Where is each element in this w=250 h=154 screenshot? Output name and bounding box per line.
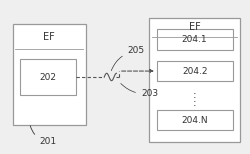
Text: 204.2: 204.2 <box>182 67 208 76</box>
Text: 203: 203 <box>121 83 158 98</box>
FancyBboxPatch shape <box>20 59 76 95</box>
Text: EF: EF <box>189 22 200 32</box>
Text: 205: 205 <box>111 46 144 71</box>
FancyBboxPatch shape <box>157 61 232 81</box>
Text: 204.N: 204.N <box>181 116 208 125</box>
Text: 204.1: 204.1 <box>182 35 208 44</box>
FancyBboxPatch shape <box>157 30 232 50</box>
FancyBboxPatch shape <box>150 18 240 142</box>
Text: EF: EF <box>43 32 55 42</box>
FancyBboxPatch shape <box>157 110 232 130</box>
Text: 201: 201 <box>30 126 56 146</box>
Text: 202: 202 <box>40 73 56 81</box>
FancyBboxPatch shape <box>12 24 86 124</box>
Text: :
:: : : <box>193 90 196 108</box>
